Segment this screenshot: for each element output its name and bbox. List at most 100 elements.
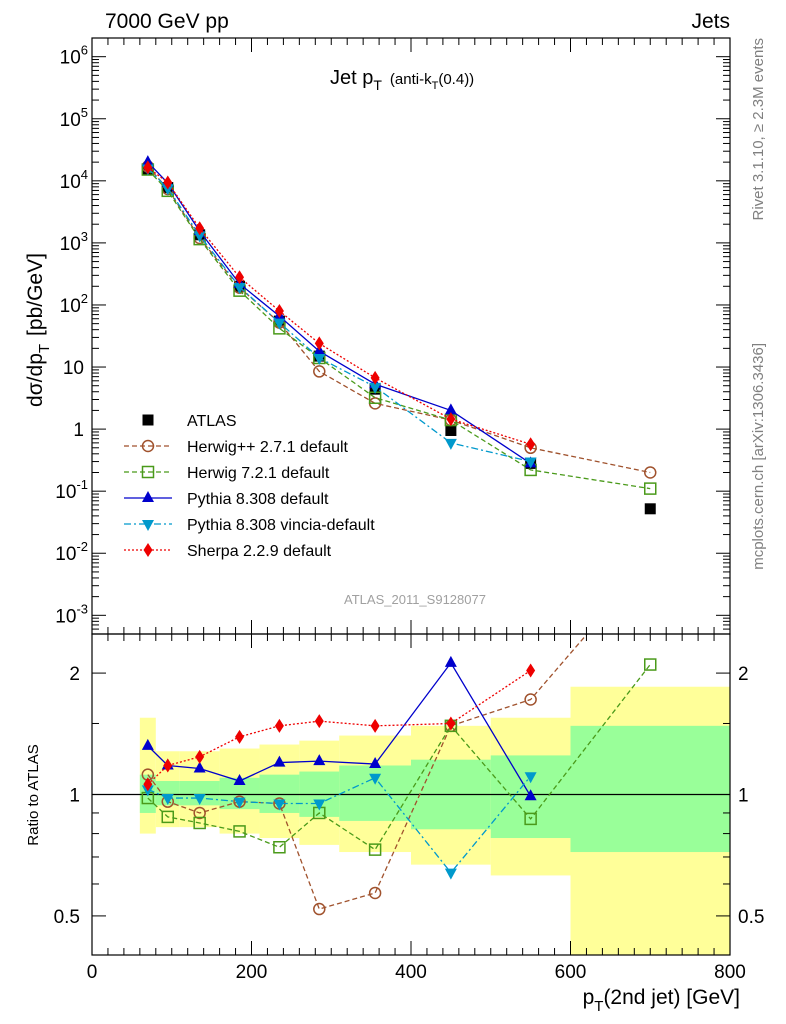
series-5: [143, 160, 536, 452]
data-point: [233, 282, 246, 294]
data-point: [444, 868, 457, 880]
series-line: [147, 169, 651, 490]
y-tick-label: 1: [73, 420, 84, 441]
data-point: [161, 810, 175, 824]
data-point: [193, 794, 206, 806]
data-point: [314, 336, 324, 351]
data-point: [369, 757, 382, 769]
data-point: [193, 816, 206, 830]
data-point: [273, 318, 286, 330]
plot-content: 10-3 10-2 10-1 1 10 102 103 104 105 106 0.5 0.5 1 1 2 2…: [54, 37, 764, 983]
data-point: [524, 693, 537, 706]
data-point: [143, 777, 153, 792]
ratio-y-tick-label-right: 1: [738, 786, 749, 807]
data-point: [193, 806, 206, 820]
series-line: [147, 168, 531, 463]
x-tick-label: 800: [714, 962, 746, 983]
y-tick-label: 10-2: [55, 539, 88, 565]
ratio-series-4: [143, 663, 536, 792]
legend-item: Herwig 7.2.1 default: [124, 465, 330, 482]
data-point: [644, 482, 657, 495]
data-point: [369, 773, 382, 785]
y-tick-label: 10-3: [55, 601, 88, 627]
data-point: [313, 902, 326, 916]
title-paren-end: (0.4)): [438, 71, 474, 88]
data-point: [143, 543, 153, 557]
ratio-bands: [139, 686, 730, 955]
data-point: [163, 175, 173, 190]
data-point: [645, 555, 656, 566]
y-tick-label: 103: [60, 229, 88, 255]
legend-item: Pythia 8.308 default: [124, 491, 329, 508]
data-point: [273, 840, 286, 854]
data-point: [141, 465, 155, 479]
data-point: [524, 772, 537, 784]
data-point: [161, 184, 174, 196]
data-point: [445, 424, 457, 436]
data-point: [526, 663, 536, 678]
x-tick-label: 200: [236, 962, 268, 983]
legend-label: ATLAS: [187, 413, 237, 430]
data-point: [142, 414, 154, 426]
ratio-series-line: [147, 634, 588, 910]
ratio-ylabel: Ratio to ATLAS: [25, 744, 42, 845]
data-point: [235, 729, 245, 744]
legend-label: Herwig 7.2.1 default: [187, 465, 330, 482]
ratio-series-1: [141, 658, 657, 856]
data-point: [313, 353, 326, 365]
y-tick-label: 106: [60, 43, 88, 69]
data-point: [142, 520, 154, 531]
ratio-series-line: [147, 669, 531, 785]
energy-label: 7000 GeV pp: [105, 10, 229, 33]
data-point: [161, 794, 174, 806]
data-point: [141, 439, 155, 453]
data-point: [141, 738, 154, 750]
data-point: [274, 303, 284, 318]
y-tick-label: 10-1: [55, 477, 88, 503]
y-tick-label: 10: [63, 358, 84, 379]
title-main: Jet p: [330, 67, 373, 89]
data-point: [524, 457, 537, 469]
main-ylabel-units: [pb/GeV]: [24, 253, 47, 336]
data-point: [444, 655, 457, 667]
legend-label: Pythia 8.308 default: [187, 491, 329, 508]
data-point: [314, 714, 324, 729]
legend-label: Sherpa 2.2.9 default: [187, 543, 332, 560]
data-point: [644, 658, 657, 671]
data-point: [163, 758, 173, 773]
x-axis-label-rest: (2nd jet) [GeV]: [603, 986, 740, 1009]
x-axis-label-sub: T: [594, 998, 603, 1015]
data-point: [233, 797, 246, 809]
x-tick-label: 400: [395, 962, 427, 983]
ratio-series-line: [147, 664, 651, 851]
series-line: [147, 166, 651, 474]
data-point: [524, 812, 537, 826]
ratio-y-tick-label: 2: [69, 664, 80, 685]
data-point: [524, 789, 537, 801]
ratio-y-tick-label: 1: [69, 786, 80, 807]
main-series-group: [141, 155, 657, 515]
series-line: [147, 166, 531, 445]
data-point: [233, 825, 246, 838]
data-point: [273, 755, 286, 767]
series-1: [141, 160, 657, 479]
ratio-series-3: [141, 772, 537, 880]
legend-item: Sherpa 2.2.9 default: [124, 543, 332, 560]
ratio-y-tick-label: 0.5: [54, 907, 80, 928]
data-point: [369, 382, 382, 394]
data-point: [644, 466, 657, 479]
data-point: [368, 886, 382, 900]
main-ylabel-sub: T: [36, 344, 53, 353]
data-point: [193, 231, 206, 243]
data-point: [370, 718, 380, 733]
data-point: [644, 503, 656, 515]
data-point: [370, 370, 380, 385]
legend-item: Herwig++ 2.7.1 default: [124, 439, 349, 456]
data-point: [313, 754, 326, 766]
analysis-watermark: ATLAS_2011_S9128077: [344, 592, 486, 607]
legend-label: Pythia 8.308 vincia-default: [187, 517, 375, 534]
data-point: [446, 412, 456, 427]
x-axis-label-main: p: [583, 986, 595, 1009]
title-sub: T: [373, 77, 382, 93]
